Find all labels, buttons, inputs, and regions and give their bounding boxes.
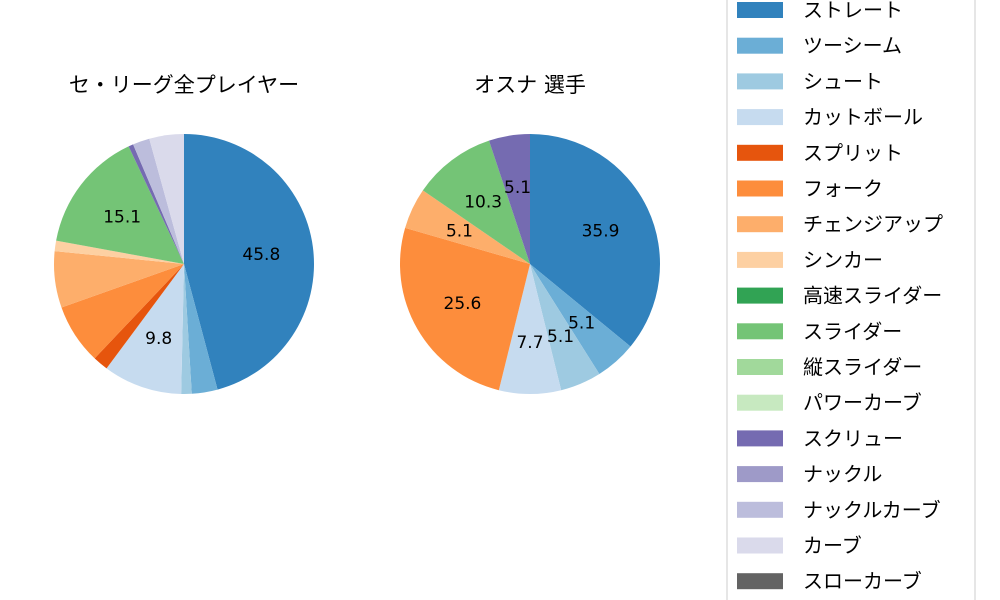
legend-swatch-0 (737, 2, 783, 18)
legend-frame (726, 0, 976, 600)
legend-label-0: ストレート (803, 0, 903, 22)
legend-label-9: スライダー (803, 319, 902, 343)
chart0-slice-6 (54, 251, 184, 308)
chart0-data-label-1: 9.8 (145, 329, 172, 349)
legend-label-7: シンカー (803, 248, 883, 272)
chart0-slice-12 (128, 144, 184, 264)
chart0-slice-4 (94, 264, 184, 369)
chart0-slice-2 (181, 264, 192, 394)
chart1-data-label-3: 7.7 (516, 333, 543, 353)
chart0-data-label-2: 15.1 (103, 207, 141, 227)
chart1-data-label-1: 5.1 (568, 313, 595, 333)
legend-swatch-7 (737, 251, 783, 268)
chart0-slice-3 (106, 264, 184, 394)
legend-swatch-1 (737, 37, 783, 54)
chart0-slice-1 (184, 264, 218, 394)
legend-swatch-6 (737, 216, 783, 233)
legend-label-12: スクリュー (803, 426, 903, 450)
chart1-slice-9 (422, 140, 530, 264)
chart1-data-label-7: 5.1 (504, 178, 531, 198)
legend-swatch-5 (737, 180, 783, 197)
left-pie-chart: 45.8 9.8 15.1 (54, 134, 314, 394)
chart1-slice-6 (405, 190, 530, 264)
left-chart-title: セ・リーグ全プレイヤー (69, 73, 299, 97)
legend-label-6: チェンジアップ (803, 212, 943, 236)
chart1-data-label-4: 25.6 (444, 294, 482, 314)
chart0-slice-15 (149, 134, 184, 264)
legend-label-1: ツーシーム (803, 34, 902, 58)
legend-swatch-4 (737, 144, 783, 161)
right-pie-chart: 35.95.15.17.725.65.110.35.1 (400, 134, 660, 394)
legend-label-3: カットボール (803, 105, 923, 129)
chart1-data-label-2: 5.1 (547, 327, 574, 347)
legend-swatch-12 (737, 430, 783, 447)
legend-swatch-9 (737, 323, 783, 340)
legend-label-13: ナックル (803, 462, 882, 486)
legend-swatch-16 (737, 573, 783, 590)
legend-label-4: スプリット (803, 141, 903, 165)
chart0-slice-7 (54, 240, 185, 264)
legend-swatch-2 (737, 73, 783, 90)
legend: ストレートツーシームシュートカットボールスプリットフォークチェンジアップシンカー… (726, 0, 976, 600)
chart0-data-label-0: 45.8 (242, 245, 280, 265)
legend-label-5: フォーク (803, 177, 883, 201)
chart1-slice-2 (530, 264, 600, 391)
chart1-data-label-0: 35.9 (582, 222, 620, 242)
right-chart-title: オスナ 選手 (474, 73, 586, 97)
chart1-slice-5 (400, 227, 530, 391)
chart0-slice-0 (184, 134, 314, 390)
legend-swatch-11 (737, 394, 783, 411)
chart0-slice-9 (56, 146, 184, 264)
legend-label-11: パワーカーブ (803, 391, 922, 415)
legend-swatch-3 (737, 109, 783, 126)
legend-label-16: スローカーブ (803, 569, 922, 593)
legend-label-15: カーブ (803, 534, 862, 558)
legend-label-10: 縦スライダー (803, 355, 922, 379)
legend-label-8: 高速スライダー (803, 284, 942, 308)
legend-swatch-15 (737, 537, 783, 554)
chart1-data-label-6: 10.3 (464, 193, 502, 213)
chart1-slice-1 (530, 264, 631, 374)
chart1-slice-12 (489, 134, 530, 264)
legend-swatch-14 (737, 501, 783, 518)
legend-swatch-10 (737, 359, 783, 375)
legend-swatch-13 (737, 466, 783, 483)
legend-swatch-8 (737, 287, 783, 304)
chart0-slice-14 (133, 138, 184, 264)
chart1-data-label-5: 5.1 (446, 222, 473, 242)
legend-label-14: ナックルカーブ (803, 498, 941, 522)
chart1-slice-0 (530, 134, 660, 347)
chart1-slice-3 (498, 264, 562, 394)
legend-label-2: シュート (803, 69, 883, 93)
chart0-slice-5 (61, 264, 184, 359)
